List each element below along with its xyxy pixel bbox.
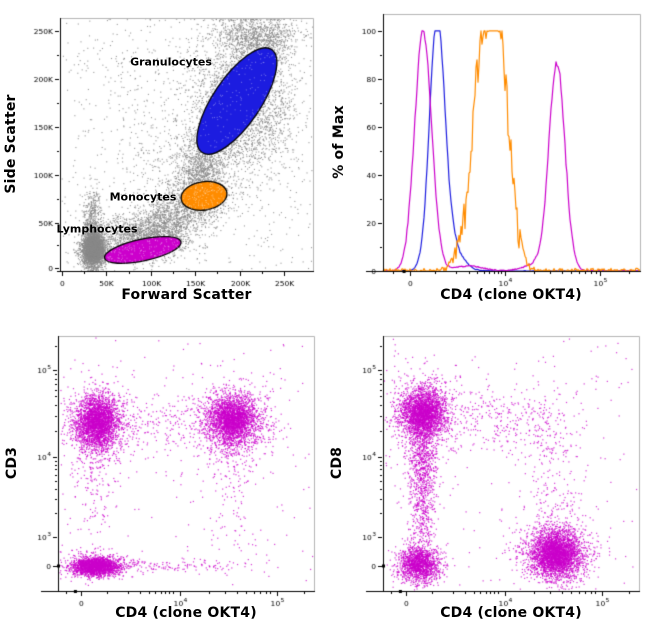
cd3-vs-cd4-dot-plot-canvas (0, 318, 325, 636)
y-axis-label-side-scatter: Side Scatter (3, 94, 19, 194)
x-axis-label-cd4-lower-right: CD4 (clone OKT4) (440, 605, 582, 621)
x-axis-label-cd4-histogram: CD4 (clone OKT4) (440, 287, 582, 303)
panel-cd3-vs-cd4: CD4 (clone OKT4) CD3 (0, 318, 325, 636)
monocytes-gate-label: Monocytes (109, 190, 177, 204)
x-axis-label-forward-scatter: Forward Scatter (121, 287, 252, 303)
panel-cd4-histogram: CD4 (clone OKT4) % of Max (325, 0, 650, 318)
panel-fsc-ssc: Granulocytes Monocytes Lymphocytes Forwa… (0, 0, 325, 318)
cd4-histogram-canvas (325, 0, 650, 318)
fsc-ssc-dot-plot-canvas (0, 0, 325, 318)
y-axis-label-cd3: CD3 (4, 446, 20, 480)
lymphocytes-gate-label: Lymphocytes (56, 222, 138, 236)
y-axis-label-cd8: CD8 (329, 446, 345, 480)
x-axis-label-cd4-lower-left: CD4 (clone OKT4) (115, 605, 257, 621)
granulocytes-gate-label: Granulocytes (130, 55, 212, 69)
cd8-vs-cd4-dot-plot-canvas (325, 318, 650, 636)
y-axis-label-percent-of-max: % of Max (331, 105, 347, 179)
panel-cd8-vs-cd4: CD4 (clone OKT4) CD8 (325, 318, 650, 636)
